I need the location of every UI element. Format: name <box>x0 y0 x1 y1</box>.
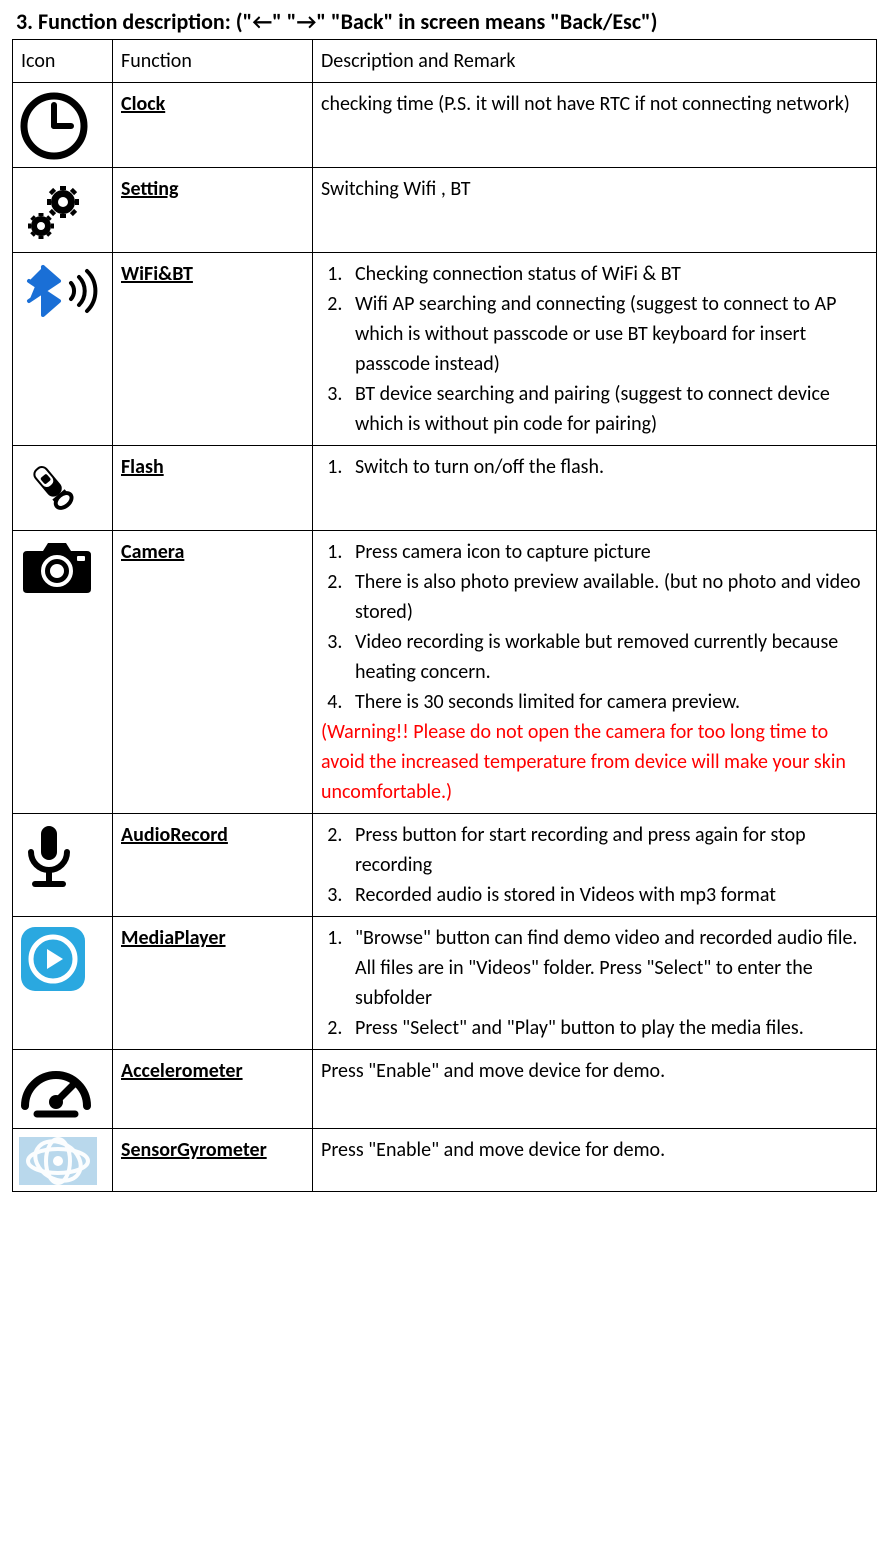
desc-item: There is also photo preview available. (… <box>347 567 868 627</box>
desc-item: There is 30 seconds limited for camera p… <box>347 687 868 717</box>
wifi-bt-icon <box>17 261 108 321</box>
function-name: Accelerometer <box>121 1059 243 1083</box>
description-cell: Press "Enable" and move device for demo. <box>313 1050 877 1129</box>
table-row: MediaPlayer "Browse" button can find dem… <box>13 917 877 1050</box>
table-row: AudioRecord Press button for start recor… <box>13 814 877 917</box>
desc-item: Checking connection status of WiFi & BT <box>347 259 868 289</box>
function-name: WiFi&BT <box>121 262 193 286</box>
function-name: MediaPlayer <box>121 926 226 950</box>
warning-text: (Warning!! Please do not open the camera… <box>321 717 868 807</box>
desc-item: Press "Select" and "Play" button to play… <box>347 1013 868 1043</box>
description-cell: checking time (P.S. it will not have RTC… <box>313 83 877 168</box>
table-row: Camera Press camera icon to capture pict… <box>13 531 877 814</box>
header-function: Function <box>113 40 313 83</box>
table-header-row: Icon Function Description and Remark <box>13 40 877 83</box>
desc-item: "Browse" button can find demo video and … <box>347 923 868 1013</box>
function-name: AudioRecord <box>121 823 228 847</box>
description-cell: Switch to turn on/off the flash. <box>313 446 877 531</box>
sensorgyrometer-icon <box>17 1137 108 1185</box>
desc-item: BT device searching and pairing (suggest… <box>347 379 868 439</box>
audiorecord-icon <box>17 822 108 892</box>
desc-item: Switch to turn on/off the flash. <box>347 452 868 482</box>
table-row: Setting Switching Wifi , BT <box>13 168 877 253</box>
table-row: WiFi&BT Checking connection status of Wi… <box>13 253 877 446</box>
mediaplayer-icon <box>17 925 108 993</box>
flash-icon <box>17 454 108 524</box>
section-heading: 3. Function description: ("←" "→" "Back"… <box>12 8 877 35</box>
description-cell: Press "Enable" and move device for demo. <box>313 1129 877 1192</box>
table-row: Accelerometer Press "Enable" and move de… <box>13 1050 877 1129</box>
clock-icon <box>17 91 108 161</box>
description-cell: Checking connection status of WiFi & BT … <box>313 253 877 446</box>
camera-icon <box>17 539 108 595</box>
table-row: Clock checking time (P.S. it will not ha… <box>13 83 877 168</box>
function-table: Icon Function Description and Remark Clo… <box>12 39 877 1192</box>
description-cell: "Browse" button can find demo video and … <box>313 917 877 1050</box>
table-row: SensorGyrometer Press "Enable" and move … <box>13 1129 877 1192</box>
desc-item: Video recording is workable but removed … <box>347 627 868 687</box>
desc-item: Recorded audio is stored in Videos with … <box>347 880 868 910</box>
function-name: Camera <box>121 540 184 564</box>
desc-item: Press button for start recording and pre… <box>347 820 868 880</box>
function-name: SensorGyrometer <box>121 1138 267 1162</box>
setting-icon <box>17 176 108 246</box>
function-name: Flash <box>121 455 164 479</box>
header-description: Description and Remark <box>313 40 877 83</box>
function-name: Clock <box>121 92 165 116</box>
desc-item: Press camera icon to capture picture <box>347 537 868 567</box>
table-row: Flash Switch to turn on/off the flash. <box>13 446 877 531</box>
desc-item: Wifi AP searching and connecting (sugges… <box>347 289 868 379</box>
header-icon: Icon <box>13 40 113 83</box>
function-name: Setting <box>121 177 179 201</box>
description-cell: Press camera icon to capture picture The… <box>313 531 877 814</box>
description-cell: Switching Wifi , BT <box>313 168 877 253</box>
description-cell: Press button for start recording and pre… <box>313 814 877 917</box>
accelerometer-icon <box>17 1058 108 1122</box>
